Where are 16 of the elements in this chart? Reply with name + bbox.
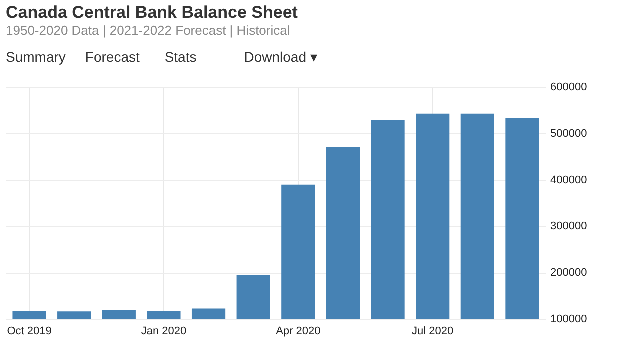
chart-title: Canada Central Bank Balance Sheet xyxy=(6,3,298,22)
chart-subtitle: 1950-2020 Data | 2021-2022 Forecast | Historical xyxy=(6,23,290,38)
y-tick-label: 200000 xyxy=(550,267,588,280)
x-tick-label: Jul 2020 xyxy=(412,326,454,338)
text: Forecast xyxy=(85,49,140,65)
y-tick-label: 300000 xyxy=(550,220,588,233)
x-tick-label: Apr 2020 xyxy=(276,326,321,338)
text: Summary xyxy=(6,49,66,65)
y-tick-label: 400000 xyxy=(550,174,588,186)
x-tick-label: Oct 2019 xyxy=(7,326,52,338)
y-tick-label: 600000 xyxy=(550,82,588,94)
text: Stats xyxy=(164,49,197,65)
x-tick-label: Jan 2020 xyxy=(141,326,187,338)
y-tick-label: 100000 xyxy=(550,314,588,326)
y-tick-label: 500000 xyxy=(550,128,588,140)
text: Download ▾ xyxy=(244,49,318,65)
